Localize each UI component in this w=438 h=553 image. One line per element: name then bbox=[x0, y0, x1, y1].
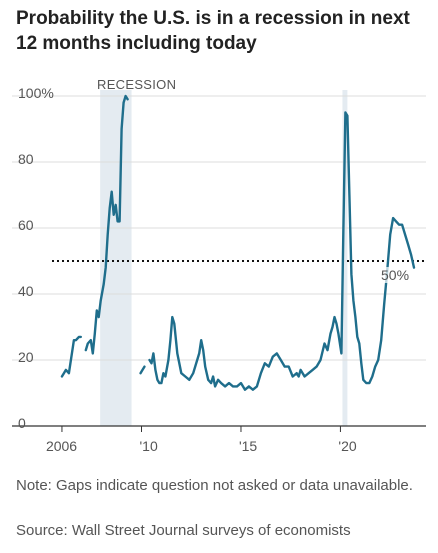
series-line-segment-2 bbox=[139, 365, 146, 375]
series-line-segment-0 bbox=[60, 335, 82, 378]
y-tick-label-40: 40 bbox=[18, 283, 34, 299]
recession-shade-0 bbox=[100, 90, 132, 426]
x-tick-label-3: '20 bbox=[338, 438, 357, 454]
reference-line-label: 50% bbox=[381, 267, 410, 283]
y-tick-label-100: 100% bbox=[18, 85, 54, 101]
x-tick-label-1: '10 bbox=[139, 438, 158, 454]
y-tick-label-20: 20 bbox=[18, 349, 34, 365]
y-tick-label-0: 0 bbox=[18, 415, 26, 431]
y-tick-label-60: 60 bbox=[18, 217, 34, 233]
series-line-segment-1 bbox=[84, 94, 129, 355]
recession-label: RECESSION bbox=[97, 77, 177, 92]
chart-title: Probability the U.S. is in a recession i… bbox=[16, 8, 410, 54]
y-tick-label-80: 80 bbox=[18, 151, 34, 167]
recession-shade-1 bbox=[342, 90, 348, 426]
chart-source: Source: Wall Street Journal surveys of e… bbox=[16, 522, 351, 539]
x-tick-label-2: '15 bbox=[238, 438, 258, 454]
chart-note: Note: Gaps indicate question not asked o… bbox=[16, 477, 413, 494]
series-line-segment-3 bbox=[148, 111, 416, 391]
x-tick-label-0: 2006 bbox=[45, 438, 78, 454]
